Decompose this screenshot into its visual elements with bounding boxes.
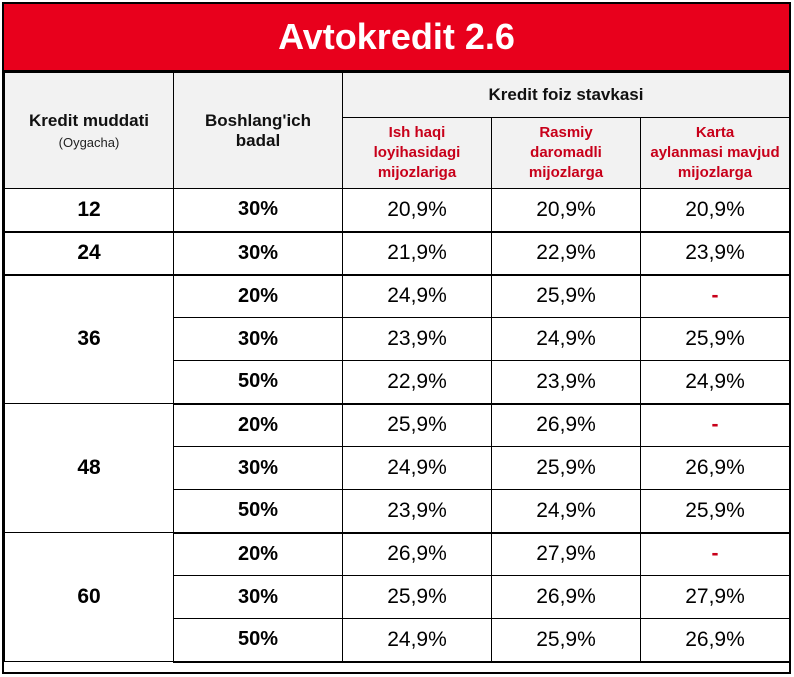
- down-payment-cell: 30%: [173, 317, 343, 361]
- rate-cell: 22,9%: [491, 231, 641, 276]
- rate-cell: 25,9%: [342, 403, 492, 447]
- rate-cell: 24,9%: [342, 274, 492, 318]
- header-sub-line: mijozlarga: [677, 164, 753, 181]
- rate-cell: 24,9%: [491, 317, 641, 361]
- down-payment-cell: 30%: [173, 188, 343, 233]
- rate-cell: 25,9%: [640, 489, 790, 534]
- header-card-turnover: Karta aylanmasi mavjud mijozlarga: [640, 117, 790, 189]
- term-cell: 12: [4, 188, 174, 233]
- down-payment-cell: 30%: [173, 575, 343, 619]
- header-sub-line: Karta: [695, 124, 735, 141]
- rate-cell: 26,9%: [491, 403, 641, 447]
- rate-cell: 26,9%: [491, 575, 641, 619]
- rate-cell: 20,9%: [342, 188, 492, 233]
- down-payment-cell: 50%: [173, 618, 343, 663]
- table-row: 12 30% 20,9% 20,9% 20,9%: [4, 188, 790, 233]
- rate-cell: 26,9%: [640, 618, 790, 663]
- header-sub-line: aylanmasi mavjud: [650, 144, 780, 161]
- rate-cell: 23,9%: [342, 489, 492, 534]
- header-sub-line: mijozlariga: [377, 164, 457, 181]
- rate-cell: -: [640, 403, 790, 447]
- rate-cell: 23,9%: [640, 231, 790, 276]
- down-payment-cell: 30%: [173, 231, 343, 276]
- rate-cell: 24,9%: [342, 618, 492, 663]
- rate-cell: -: [640, 532, 790, 576]
- rate-cell: 23,9%: [342, 317, 492, 361]
- down-payment-cell: 20%: [173, 403, 343, 447]
- rate-cell: 25,9%: [342, 575, 492, 619]
- table-row: 30% 23,9% 24,9% 25,9%: [5, 317, 790, 361]
- table-row: 50% 22,9% 23,9% 24,9%: [5, 360, 790, 405]
- header-sub-line: daromadli: [530, 144, 602, 161]
- header-down-payment: Boshlang'ich badal: [173, 72, 343, 189]
- header-sub-line: mijozlarga: [528, 164, 604, 181]
- header-rate-group: Kredit foiz stavkasi: [342, 72, 790, 118]
- table-row: 50% 24,9% 25,9% 26,9%: [5, 618, 790, 663]
- rate-cell: 25,9%: [491, 446, 641, 490]
- term-cell: 60: [4, 532, 174, 662]
- header-term: Kredit muddati (Oygacha): [4, 72, 174, 189]
- table-row: 50% 23,9% 24,9% 25,9%: [5, 489, 790, 534]
- table-row: 36 20% 24,9% 25,9% -: [4, 274, 790, 404]
- page-title: Avtokredit 2.6: [4, 4, 789, 72]
- table-row: 30% 24,9% 25,9% 26,9%: [5, 446, 790, 490]
- term-cell: 24: [4, 231, 174, 276]
- rate-cell: 24,9%: [491, 489, 641, 534]
- down-payment-cell: 50%: [173, 489, 343, 534]
- term-cell: 36: [4, 274, 174, 404]
- rate-cell: 26,9%: [640, 446, 790, 490]
- header-sub-line: Rasmiy: [539, 124, 593, 141]
- table-row: 24 30% 21,9% 22,9% 23,9%: [4, 231, 790, 276]
- header-term-label: Kredit muddati: [29, 111, 149, 130]
- rate-cell: 23,9%: [491, 360, 641, 405]
- rate-cell: 21,9%: [342, 231, 492, 276]
- down-payment-cell: 50%: [173, 360, 343, 405]
- table-row: 60 20% 26,9% 27,9% -: [4, 532, 790, 662]
- header-salary-project: Ish haqi loyihasidagi mijozlariga: [342, 117, 492, 189]
- term-cell: 48: [4, 403, 174, 533]
- table-row: 30% 25,9% 26,9% 27,9%: [5, 575, 790, 619]
- header-down-payment-line2: badal: [235, 130, 281, 150]
- rate-cell: 25,9%: [491, 274, 641, 318]
- rate-cell: 20,9%: [491, 188, 641, 233]
- rate-cell: 27,9%: [640, 575, 790, 619]
- header-sub-line: Ish haqi: [388, 124, 446, 141]
- table-row: 48 20% 25,9% 26,9% -: [4, 403, 790, 533]
- down-payment-cell: 20%: [173, 532, 343, 576]
- rate-cell: 24,9%: [640, 360, 790, 405]
- rate-cell: 20,9%: [640, 188, 790, 233]
- down-payment-cell: 20%: [173, 274, 343, 318]
- down-payment-cell: 30%: [173, 446, 343, 490]
- rate-cell: -: [640, 274, 790, 318]
- rate-cell: 22,9%: [342, 360, 492, 405]
- rate-cell: 25,9%: [491, 618, 641, 663]
- rate-cell: 25,9%: [640, 317, 790, 361]
- header-term-note: (Oygacha): [58, 135, 120, 150]
- rate-cell: 24,9%: [342, 446, 492, 490]
- rate-cell: 27,9%: [491, 532, 641, 576]
- rate-cell: 26,9%: [342, 532, 492, 576]
- header-down-payment-line1: Boshlang'ich: [204, 110, 312, 130]
- header-official-income: Rasmiy daromadli mijozlarga: [491, 117, 641, 189]
- rate-table-body: 12 30% 20,9% 20,9% 20,9% 24 30% 21,9% 22,9% 23,9%…: [4, 188, 790, 663]
- header-sub-line: loyihasidagi: [373, 144, 461, 161]
- rate-table: Kredit muddati (Oygacha) Boshlang'ich ba…: [4, 72, 790, 663]
